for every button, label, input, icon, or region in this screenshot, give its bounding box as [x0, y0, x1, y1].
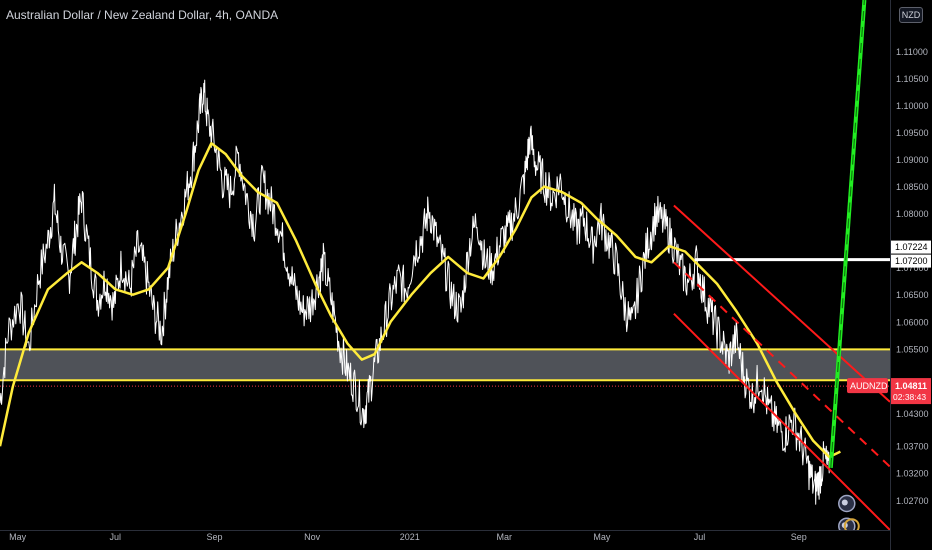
price-series [0, 79, 830, 505]
chart-title: Australian Dollar / New Zealand Dollar, … [6, 8, 279, 22]
y-tick-label: 1.10500 [896, 74, 929, 84]
y-tick-label: 1.11000 [896, 47, 928, 57]
x-tick-label: Sep [206, 532, 222, 542]
resistance-level-badge: 1.07200 [895, 256, 928, 266]
x-tick-label: May [9, 532, 27, 542]
x-tick-label: May [593, 532, 611, 542]
resistance-price-badge: 1.07224 [895, 242, 928, 252]
currency-badge[interactable]: NZD [899, 7, 923, 23]
event-marker-ring [843, 518, 860, 530]
moving-average-series [0, 142, 841, 459]
event-marker-flag-1 [841, 499, 848, 506]
x-tick-label: Jul [109, 532, 121, 542]
projection-line-dash [830, 0, 865, 468]
symbol-badge: AUDNZD [850, 381, 888, 391]
x-tick-label: 2021 [400, 532, 420, 542]
y-tick-label: 1.06500 [896, 290, 929, 300]
y-tick-label: 1.02700 [896, 496, 929, 506]
y-tick-label: 1.03200 [896, 469, 929, 479]
channel-line-1 [673, 204, 890, 403]
x-tick-label: Nov [304, 532, 321, 542]
y-tick-label: 1.04300 [896, 409, 929, 419]
y-tick-label: 1.05500 [896, 344, 929, 354]
y-tick-label: 1.03700 [896, 442, 929, 452]
y-tick-label: 1.09000 [896, 155, 929, 165]
y-tick-label: 1.09500 [896, 128, 929, 138]
y-tick-label: 1.07000 [896, 263, 929, 273]
channel-line-2 [673, 261, 890, 468]
symbol-badge-bg [847, 378, 888, 394]
countdown-badge: 02:38:43 [893, 392, 926, 402]
plot-area [0, 0, 890, 530]
resistance-level-badge-bg [891, 254, 931, 268]
y-tick-label: 1.10000 [896, 101, 929, 111]
x-tick-label: Jul [694, 532, 706, 542]
last-price-badge-bg [891, 378, 931, 405]
last-price-badge: 1.04811 [895, 381, 927, 391]
y-tick-label: 1.06000 [896, 317, 929, 327]
y-tick-label: 1.08000 [896, 209, 929, 219]
y-tick-label: 1.08500 [896, 182, 929, 192]
x-tick-label: Mar [496, 532, 512, 542]
resistance-price-badge-bg [891, 240, 931, 254]
channel-line-3 [673, 312, 890, 530]
x-tick-label: Sep [791, 532, 807, 542]
